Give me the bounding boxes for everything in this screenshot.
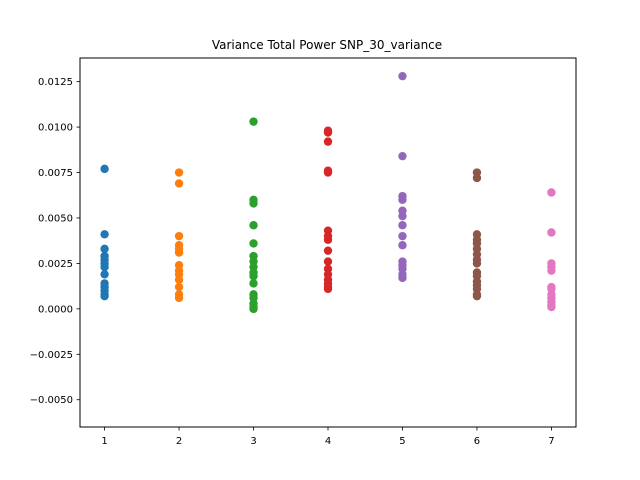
data-point-group-1 [100, 244, 109, 254]
data-point-group-5 [398, 151, 407, 161]
data-point-group-3 [249, 239, 258, 248]
data-point-group-2 [174, 293, 184, 303]
data-point-group-5 [398, 231, 407, 241]
y-tick-label: 0.0050 [38, 213, 73, 224]
x-tick-label: 6 [474, 436, 480, 447]
data-point-group-4 [323, 246, 333, 255]
data-point-group-3 [249, 117, 258, 126]
data-point-group-2 [174, 179, 184, 188]
data-point-group-6 [472, 259, 482, 268]
x-tick-label: 5 [399, 436, 405, 447]
data-point-group-1 [100, 270, 109, 279]
data-point-group-4 [323, 128, 333, 137]
data-point-group-3 [249, 221, 258, 230]
x-tick-label: 2 [176, 436, 182, 447]
data-point-group-1 [100, 164, 109, 174]
data-point-group-7 [547, 188, 556, 197]
data-point-group-4 [323, 235, 333, 244]
axis-ticks: 1 2 3 4 5 6 7 −0.0050 −0.0025 0.0000 0.0025 0.0050 0… [30, 77, 555, 447]
data-point-group-5 [398, 241, 407, 250]
data-point-group-5 [398, 273, 407, 283]
data-point-group-7 [547, 302, 556, 312]
data-point-group-2 [174, 231, 184, 241]
data-point-group-3 [249, 279, 258, 288]
chart-title: Variance Total Power SNP_30_variance [212, 38, 442, 52]
data-point-group-1 [100, 230, 109, 239]
data-point-group-7 [547, 266, 556, 275]
data-point-group-4 [323, 257, 333, 266]
y-tick-label: 0.0075 [38, 168, 73, 179]
data-point-group-2 [174, 275, 184, 284]
x-tick-label: 3 [250, 436, 256, 447]
data-point-group-2 [174, 168, 184, 177]
data-point-group-4 [323, 137, 333, 146]
data-point-group-6 [472, 291, 482, 301]
plot-area-frame [79, 57, 577, 428]
data-point-group-2 [174, 248, 184, 257]
data-point-group-3 [249, 304, 258, 314]
y-tick-label: 0.0125 [38, 77, 73, 88]
y-tick-label: 0.0025 [38, 259, 73, 270]
data-point-group-5 [398, 221, 407, 230]
data-point-group-3 [249, 271, 258, 281]
data-point-group-5 [398, 195, 407, 204]
data-point-group-5 [398, 71, 407, 81]
data-point-group-4 [323, 168, 333, 177]
data-point-group-3 [249, 199, 258, 208]
y-tick-label: 0.0000 [38, 304, 73, 315]
data-point-group-1 [100, 262, 109, 272]
data-point-group-4 [323, 284, 333, 294]
x-tick-label: 1 [101, 436, 107, 447]
data-points [100, 71, 556, 314]
data-point-group-5 [398, 211, 407, 221]
y-tick-label: −0.0025 [30, 350, 73, 361]
y-tick-label: 0.0100 [38, 123, 73, 134]
x-tick-label: 4 [325, 436, 331, 447]
y-tick-label: −0.0050 [30, 395, 73, 406]
data-point-group-1 [100, 291, 109, 301]
data-point-group-2 [174, 282, 184, 292]
data-point-group-6 [472, 173, 482, 183]
x-tick-label: 7 [548, 436, 554, 447]
data-point-group-7 [547, 228, 556, 237]
